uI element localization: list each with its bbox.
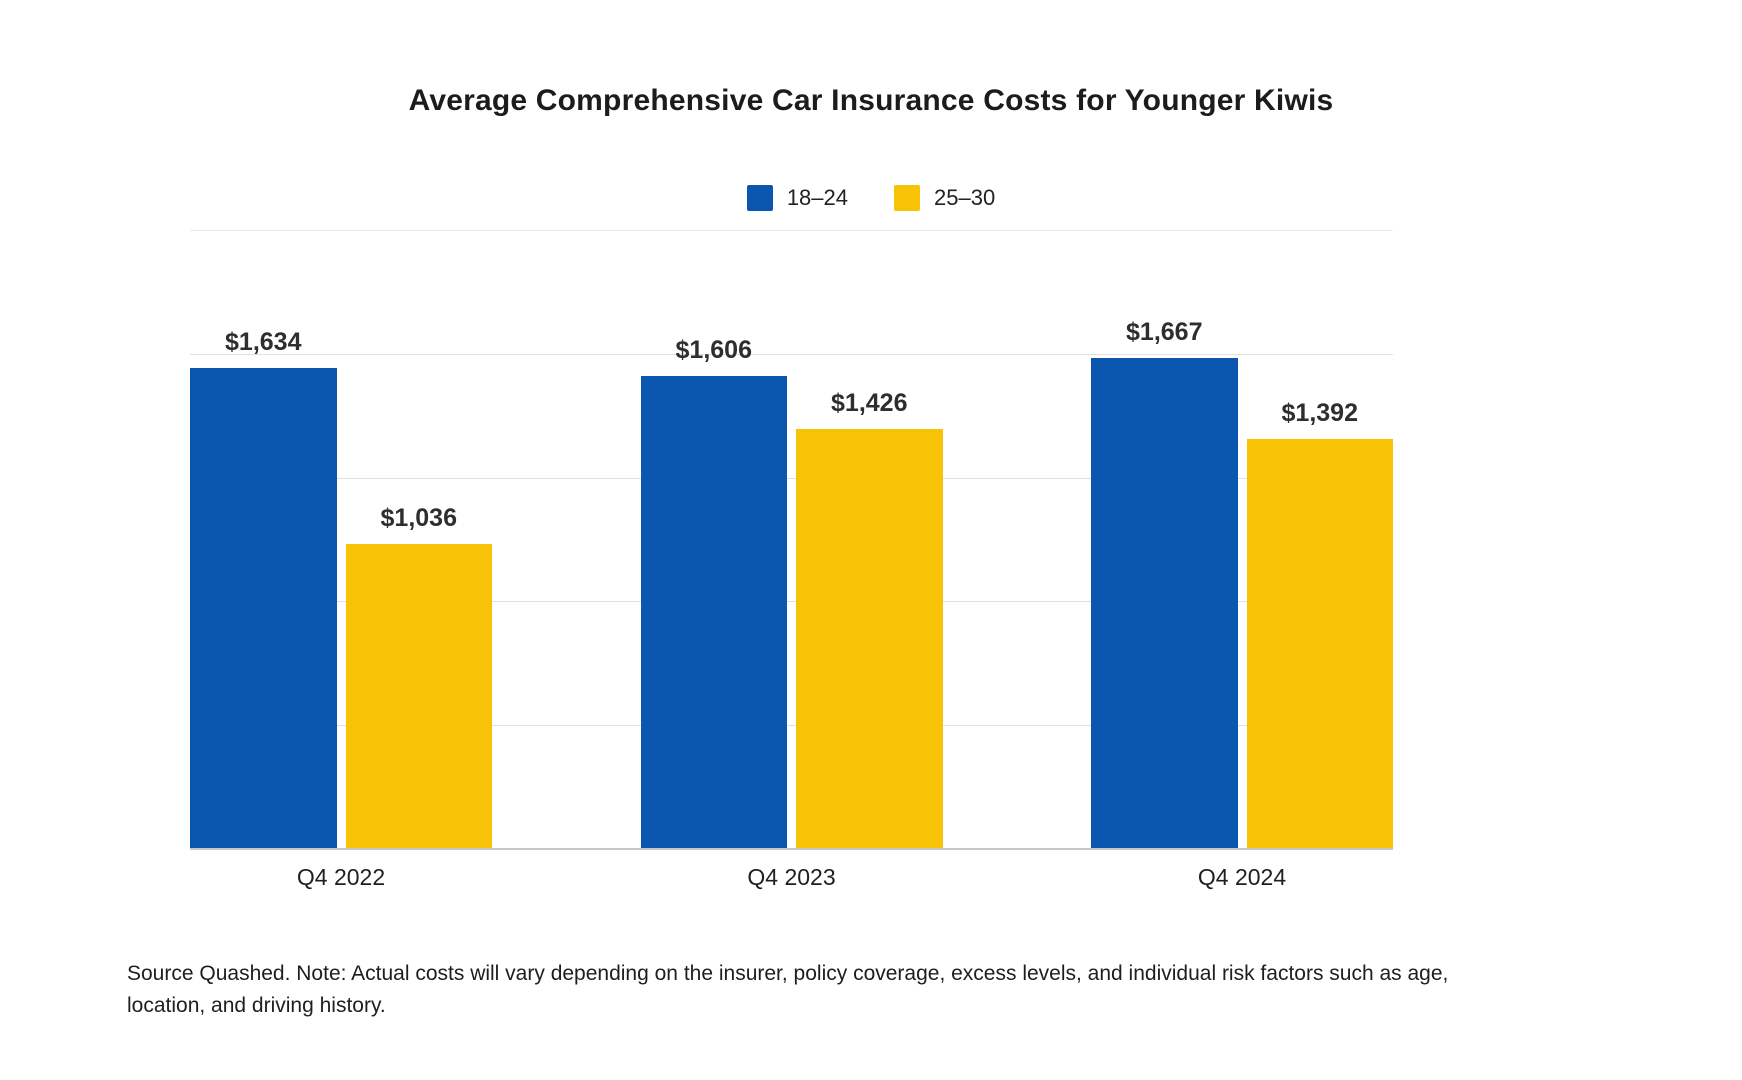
x-label-q4-2022: Q4 2022	[296, 864, 386, 890]
bar-value-label: $1,667	[1126, 318, 1203, 347]
legend-swatch-blue	[746, 185, 773, 211]
bar-value-label: $1,634	[225, 327, 302, 356]
bar-groups: $1,634 $1,036 $1,606 $1,426 $1,667	[190, 231, 1393, 848]
bar-value-label: $1,426	[831, 389, 908, 418]
plot-area: $1,634 $1,036 $1,606 $1,426 $1,667	[190, 230, 1393, 850]
gridline	[190, 354, 1393, 356]
bar-25-30-q4-2022: $1,036	[345, 504, 492, 848]
bar-group-q4-2022: $1,634 $1,036	[190, 231, 492, 848]
bar-25-30-q4-2023: $1,426	[796, 389, 943, 848]
legend-swatch-yellow	[894, 185, 920, 211]
x-label-q4-2023: Q4 2023	[747, 864, 836, 890]
bar-value-label: $1,392	[1281, 399, 1358, 428]
chart-legend: 18–24 25–30	[0, 185, 1742, 211]
legend-label-25-30: 25–30	[934, 185, 996, 210]
source-note: Source Quashed. Note: Actual costs will …	[127, 962, 1449, 1017]
bar-group-q4-2023: $1,606 $1,426	[640, 231, 943, 848]
legend-item-25-30: 25–30	[894, 185, 995, 211]
gridline	[190, 601, 1393, 603]
x-label-q4-2024: Q4 2024	[1197, 864, 1287, 890]
legend-item-18-24: 18–24	[746, 185, 848, 211]
gridline	[190, 477, 1393, 479]
bar-18-24-q4-2024: $1,667	[1091, 318, 1238, 848]
bar-18-24-q4-2022: $1,634	[190, 328, 337, 848]
bar-group-q4-2024: $1,667 $1,392	[1091, 231, 1393, 848]
x-axis-labels: Q4 2022 Q4 2023 Q4 2024	[190, 864, 1393, 891]
legend-label-18-24: 18–24	[786, 185, 848, 210]
bar-value-label: $1,606	[675, 336, 752, 365]
bar-25-30-q4-2024: $1,392	[1246, 399, 1393, 848]
gridline	[190, 724, 1393, 726]
chart-title: Average Comprehensive Car Insurance Cost…	[408, 84, 1334, 117]
bar-18-24-q4-2023: $1,606	[640, 336, 787, 848]
bar-value-label: $1,036	[380, 503, 457, 532]
